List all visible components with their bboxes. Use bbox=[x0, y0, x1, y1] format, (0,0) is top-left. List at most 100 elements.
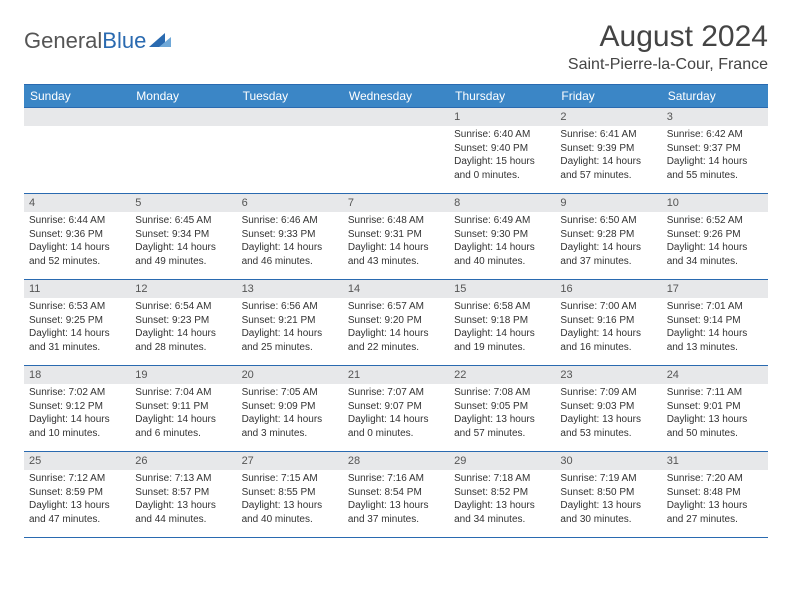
day-number: 26 bbox=[130, 452, 236, 470]
day-number: 29 bbox=[449, 452, 555, 470]
sunset-text: Sunset: 9:09 PM bbox=[242, 400, 338, 414]
day-number bbox=[237, 108, 343, 126]
weekday-header: Friday bbox=[555, 85, 661, 108]
sunset-text: Sunset: 9:25 PM bbox=[29, 314, 125, 328]
calendar-day-cell: 24Sunrise: 7:11 AMSunset: 9:01 PMDayligh… bbox=[662, 366, 768, 452]
day-info: Sunrise: 6:40 AMSunset: 9:40 PMDaylight:… bbox=[449, 126, 555, 186]
daylight-text-2: and 0 minutes. bbox=[454, 169, 550, 183]
day-number: 21 bbox=[343, 366, 449, 384]
daylight-text-1: Daylight: 14 hours bbox=[29, 327, 125, 341]
calendar-day-cell: 19Sunrise: 7:04 AMSunset: 9:11 PMDayligh… bbox=[130, 366, 236, 452]
sunrise-text: Sunrise: 6:41 AM bbox=[560, 128, 656, 142]
day-number bbox=[24, 108, 130, 126]
day-info: Sunrise: 6:48 AMSunset: 9:31 PMDaylight:… bbox=[343, 212, 449, 272]
sunset-text: Sunset: 9:33 PM bbox=[242, 228, 338, 242]
day-number bbox=[130, 108, 236, 126]
calendar-day-cell: 16Sunrise: 7:00 AMSunset: 9:16 PMDayligh… bbox=[555, 280, 661, 366]
day-number: 10 bbox=[662, 194, 768, 212]
day-number: 14 bbox=[343, 280, 449, 298]
sunrise-text: Sunrise: 6:46 AM bbox=[242, 214, 338, 228]
calendar-day-cell: 3Sunrise: 6:42 AMSunset: 9:37 PMDaylight… bbox=[662, 108, 768, 194]
day-info bbox=[237, 126, 343, 132]
daylight-text-1: Daylight: 14 hours bbox=[560, 155, 656, 169]
daylight-text-1: Daylight: 14 hours bbox=[348, 413, 444, 427]
weekday-header: Tuesday bbox=[237, 85, 343, 108]
day-info: Sunrise: 7:13 AMSunset: 8:57 PMDaylight:… bbox=[130, 470, 236, 530]
day-info: Sunrise: 6:58 AMSunset: 9:18 PMDaylight:… bbox=[449, 298, 555, 358]
sunrise-text: Sunrise: 7:18 AM bbox=[454, 472, 550, 486]
daylight-text-1: Daylight: 13 hours bbox=[667, 499, 763, 513]
calendar-day-cell: 8Sunrise: 6:49 AMSunset: 9:30 PMDaylight… bbox=[449, 194, 555, 280]
sunrise-text: Sunrise: 7:02 AM bbox=[29, 386, 125, 400]
day-number: 13 bbox=[237, 280, 343, 298]
sunset-text: Sunset: 9:01 PM bbox=[667, 400, 763, 414]
daylight-text-1: Daylight: 13 hours bbox=[667, 413, 763, 427]
calendar-day-cell: 29Sunrise: 7:18 AMSunset: 8:52 PMDayligh… bbox=[449, 452, 555, 538]
calendar-day-cell bbox=[130, 108, 236, 194]
weekday-header: Thursday bbox=[449, 85, 555, 108]
calendar-week-row: 4Sunrise: 6:44 AMSunset: 9:36 PMDaylight… bbox=[24, 194, 768, 280]
sunrise-text: Sunrise: 7:07 AM bbox=[348, 386, 444, 400]
daylight-text-2: and 22 minutes. bbox=[348, 341, 444, 355]
sunrise-text: Sunrise: 7:15 AM bbox=[242, 472, 338, 486]
daylight-text-2: and 27 minutes. bbox=[667, 513, 763, 527]
day-number: 28 bbox=[343, 452, 449, 470]
day-info: Sunrise: 6:45 AMSunset: 9:34 PMDaylight:… bbox=[130, 212, 236, 272]
weekday-header: Sunday bbox=[24, 85, 130, 108]
day-number: 20 bbox=[237, 366, 343, 384]
sunrise-text: Sunrise: 7:00 AM bbox=[560, 300, 656, 314]
logo: GeneralBlue bbox=[24, 28, 173, 54]
calendar-day-cell: 11Sunrise: 6:53 AMSunset: 9:25 PMDayligh… bbox=[24, 280, 130, 366]
daylight-text-1: Daylight: 14 hours bbox=[135, 327, 231, 341]
calendar-week-row: 18Sunrise: 7:02 AMSunset: 9:12 PMDayligh… bbox=[24, 366, 768, 452]
daylight-text-1: Daylight: 14 hours bbox=[29, 241, 125, 255]
sunset-text: Sunset: 9:31 PM bbox=[348, 228, 444, 242]
daylight-text-1: Daylight: 14 hours bbox=[242, 327, 338, 341]
daylight-text-2: and 44 minutes. bbox=[135, 513, 231, 527]
day-info: Sunrise: 7:01 AMSunset: 9:14 PMDaylight:… bbox=[662, 298, 768, 358]
day-number: 23 bbox=[555, 366, 661, 384]
day-info: Sunrise: 6:46 AMSunset: 9:33 PMDaylight:… bbox=[237, 212, 343, 272]
daylight-text-2: and 50 minutes. bbox=[667, 427, 763, 441]
weekday-header: Wednesday bbox=[343, 85, 449, 108]
day-number bbox=[343, 108, 449, 126]
calendar-day-cell: 14Sunrise: 6:57 AMSunset: 9:20 PMDayligh… bbox=[343, 280, 449, 366]
daylight-text-2: and 40 minutes. bbox=[454, 255, 550, 269]
calendar-day-cell: 30Sunrise: 7:19 AMSunset: 8:50 PMDayligh… bbox=[555, 452, 661, 538]
day-number: 17 bbox=[662, 280, 768, 298]
daylight-text-1: Daylight: 13 hours bbox=[560, 499, 656, 513]
day-info: Sunrise: 7:02 AMSunset: 9:12 PMDaylight:… bbox=[24, 384, 130, 444]
weekday-header: Saturday bbox=[662, 85, 768, 108]
daylight-text-2: and 37 minutes. bbox=[560, 255, 656, 269]
sunset-text: Sunset: 8:48 PM bbox=[667, 486, 763, 500]
daylight-text-2: and 0 minutes. bbox=[348, 427, 444, 441]
calendar-day-cell: 22Sunrise: 7:08 AMSunset: 9:05 PMDayligh… bbox=[449, 366, 555, 452]
day-info: Sunrise: 6:42 AMSunset: 9:37 PMDaylight:… bbox=[662, 126, 768, 186]
calendar-table: SundayMondayTuesdayWednesdayThursdayFrid… bbox=[24, 84, 768, 538]
daylight-text-2: and 31 minutes. bbox=[29, 341, 125, 355]
daylight-text-2: and 46 minutes. bbox=[242, 255, 338, 269]
daylight-text-1: Daylight: 14 hours bbox=[242, 413, 338, 427]
day-info: Sunrise: 7:04 AMSunset: 9:11 PMDaylight:… bbox=[130, 384, 236, 444]
day-number: 3 bbox=[662, 108, 768, 126]
sunrise-text: Sunrise: 7:16 AM bbox=[348, 472, 444, 486]
daylight-text-1: Daylight: 14 hours bbox=[667, 155, 763, 169]
daylight-text-1: Daylight: 13 hours bbox=[454, 499, 550, 513]
day-info: Sunrise: 6:49 AMSunset: 9:30 PMDaylight:… bbox=[449, 212, 555, 272]
sunset-text: Sunset: 8:59 PM bbox=[29, 486, 125, 500]
sunrise-text: Sunrise: 6:58 AM bbox=[454, 300, 550, 314]
sunrise-text: Sunrise: 7:08 AM bbox=[454, 386, 550, 400]
sunrise-text: Sunrise: 6:48 AM bbox=[348, 214, 444, 228]
calendar-day-cell: 23Sunrise: 7:09 AMSunset: 9:03 PMDayligh… bbox=[555, 366, 661, 452]
sunset-text: Sunset: 9:30 PM bbox=[454, 228, 550, 242]
sunset-text: Sunset: 9:07 PM bbox=[348, 400, 444, 414]
daylight-text-2: and 34 minutes. bbox=[454, 513, 550, 527]
day-info bbox=[343, 126, 449, 132]
day-info: Sunrise: 7:20 AMSunset: 8:48 PMDaylight:… bbox=[662, 470, 768, 530]
sunset-text: Sunset: 9:26 PM bbox=[667, 228, 763, 242]
day-number: 12 bbox=[130, 280, 236, 298]
sunset-text: Sunset: 9:03 PM bbox=[560, 400, 656, 414]
day-number: 22 bbox=[449, 366, 555, 384]
daylight-text-2: and 34 minutes. bbox=[667, 255, 763, 269]
daylight-text-1: Daylight: 13 hours bbox=[454, 413, 550, 427]
